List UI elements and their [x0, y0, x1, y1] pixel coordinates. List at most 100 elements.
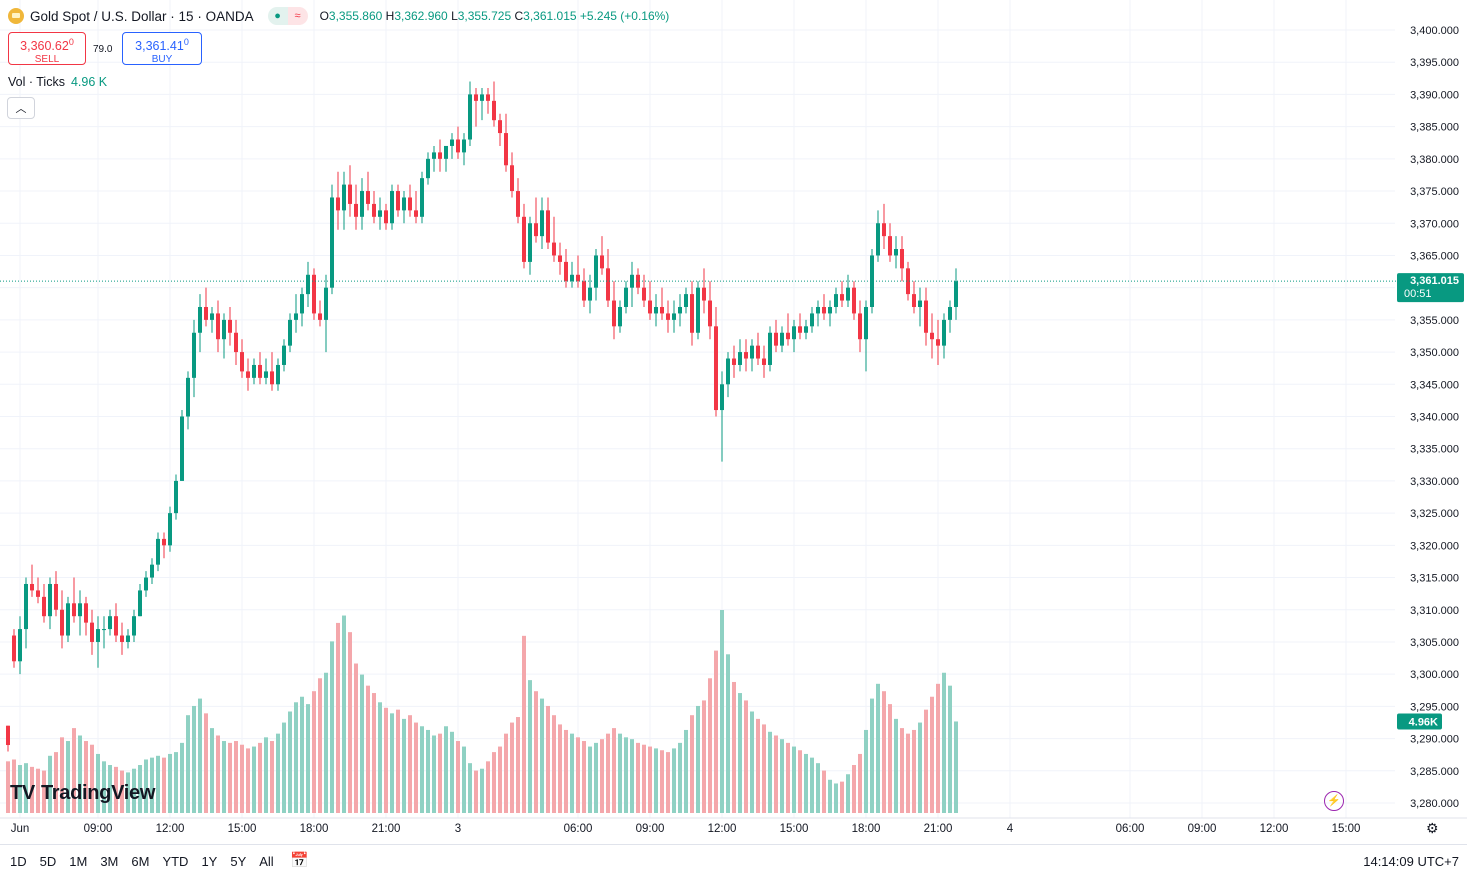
- lightning-icon[interactable]: ⚡: [1324, 791, 1344, 811]
- volume-bar: [228, 742, 232, 813]
- volume-bar: [468, 763, 472, 813]
- volume-bar: [762, 724, 766, 813]
- candle-body: [492, 100, 496, 121]
- range-button-3m[interactable]: 3M: [100, 854, 119, 869]
- candle-body: [216, 313, 220, 340]
- range-button-all[interactable]: All: [259, 854, 274, 869]
- collapse-legend-button[interactable]: ︿: [7, 97, 35, 119]
- candle-body: [540, 210, 544, 237]
- candle-body: [30, 583, 34, 591]
- candle-body: [810, 313, 814, 327]
- volume-bar: [564, 729, 568, 813]
- volume-tag: [1397, 713, 1442, 730]
- volume-bar: [588, 746, 592, 813]
- candle-body: [396, 191, 400, 211]
- volume-bar: [516, 717, 520, 813]
- time-axis[interactable]: Jun 09:00 12:00 15:00 18:00 21:00 3 06:00 09:00 1…: [0, 817, 1467, 835]
- candle-body: [852, 287, 856, 314]
- volume-bar: [414, 722, 418, 813]
- volume-bar: [636, 742, 640, 813]
- candle-body: [750, 345, 754, 359]
- volume-bar: [96, 753, 100, 813]
- price-axis[interactable]: 3,280.000 3,285.000 3,290.000 3,295.000 3,30…: [1410, 25, 1459, 810]
- volume-bar: [642, 744, 646, 813]
- candlestick-chart[interactable]: 3,280.000 3,285.000 3,290.000 3,295.000 3,30…: [0, 0, 1467, 845]
- candle-body: [618, 306, 622, 327]
- symbol-title[interactable]: Gold Spot / U.S. Dollar · 15 · OANDA: [30, 8, 254, 24]
- volume-bar: [276, 733, 280, 813]
- candle-body: [456, 139, 460, 153]
- volume-bar: [552, 715, 556, 813]
- volume-bar: [252, 746, 256, 813]
- candle-body: [834, 294, 838, 307]
- volume-bar: [750, 711, 754, 813]
- candle-body: [12, 635, 16, 662]
- range-button-1d[interactable]: 1D: [10, 854, 27, 869]
- candle-body: [138, 590, 142, 617]
- range-button-1m[interactable]: 1M: [69, 854, 88, 869]
- volume-bar: [420, 726, 424, 813]
- range-button-5y[interactable]: 5Y: [230, 854, 247, 869]
- clock[interactable]: 14:14:09 UTC+7: [1363, 854, 1459, 869]
- volume-bar: [138, 765, 142, 813]
- y-tick-label: 3,370.000: [1410, 218, 1459, 230]
- volume-bar: [624, 737, 628, 813]
- volume-bar: [120, 770, 124, 813]
- tradingview-logo[interactable]: TV TradingView: [10, 782, 156, 804]
- volume-bar: [480, 768, 484, 813]
- range-button-5d[interactable]: 5D: [39, 854, 57, 869]
- volume-bar: [30, 766, 34, 813]
- volume-bar: [384, 707, 388, 813]
- candle-body: [774, 332, 778, 346]
- candle-body: [42, 596, 46, 617]
- volume-bar: [132, 768, 136, 813]
- volume-bar: [102, 761, 106, 813]
- candle-body: [948, 306, 952, 320]
- market-open-icon[interactable]: ●: [267, 7, 288, 25]
- range-button-6m[interactable]: 6M: [131, 854, 150, 869]
- y-tick-label: 3,365.000: [1410, 250, 1459, 262]
- sell-button[interactable]: 3,360.620 SELL: [8, 32, 86, 65]
- range-button-ytd[interactable]: YTD: [162, 854, 189, 869]
- candle-body: [240, 352, 244, 372]
- volume-bar: [768, 731, 772, 813]
- volume-bar: [858, 753, 862, 813]
- candle-body: [300, 294, 304, 314]
- candle-body: [846, 287, 850, 301]
- volume-legend[interactable]: Vol · Ticks 4.96 K: [8, 75, 108, 89]
- settings-icon[interactable]: ⚙: [1426, 820, 1439, 836]
- candle-body: [714, 326, 718, 411]
- x-tick-label: 21:00: [372, 823, 401, 835]
- volume-bar: [378, 702, 382, 813]
- candle-body: [474, 94, 478, 101]
- candle-body: [264, 371, 268, 378]
- volume-bar: [690, 715, 694, 813]
- candle-body: [504, 133, 508, 166]
- candle-body: [366, 191, 370, 204]
- calendar-goto-icon[interactable]: 📅: [290, 852, 309, 869]
- candle-body: [684, 294, 688, 307]
- market-status-toggle[interactable]: ● ≈: [267, 7, 308, 25]
- buy-button[interactable]: 3,361.410 BUY: [122, 32, 202, 65]
- volume-bar: [780, 739, 784, 813]
- candle-body: [96, 629, 100, 642]
- candle-body: [360, 191, 364, 217]
- volume-bar: [846, 774, 850, 813]
- volume-bar: [348, 632, 352, 813]
- y-tick-label: 3,340.000: [1410, 412, 1459, 424]
- y-tick-label: 3,395.000: [1410, 57, 1459, 69]
- x-tick-label: 12:00: [156, 823, 185, 835]
- candle-body: [6, 725, 10, 746]
- candle-body: [90, 622, 94, 642]
- volume-bar: [882, 691, 886, 813]
- candle-body: [174, 480, 178, 514]
- x-tick-label: 18:00: [852, 823, 881, 835]
- candle-body: [48, 583, 52, 617]
- candle-body: [468, 94, 472, 140]
- range-button-1y[interactable]: 1Y: [201, 854, 218, 869]
- volume-bar: [900, 728, 904, 813]
- data-delay-icon[interactable]: ≈: [287, 7, 308, 25]
- volume-bar: [192, 705, 196, 813]
- volume-bar: [948, 685, 952, 813]
